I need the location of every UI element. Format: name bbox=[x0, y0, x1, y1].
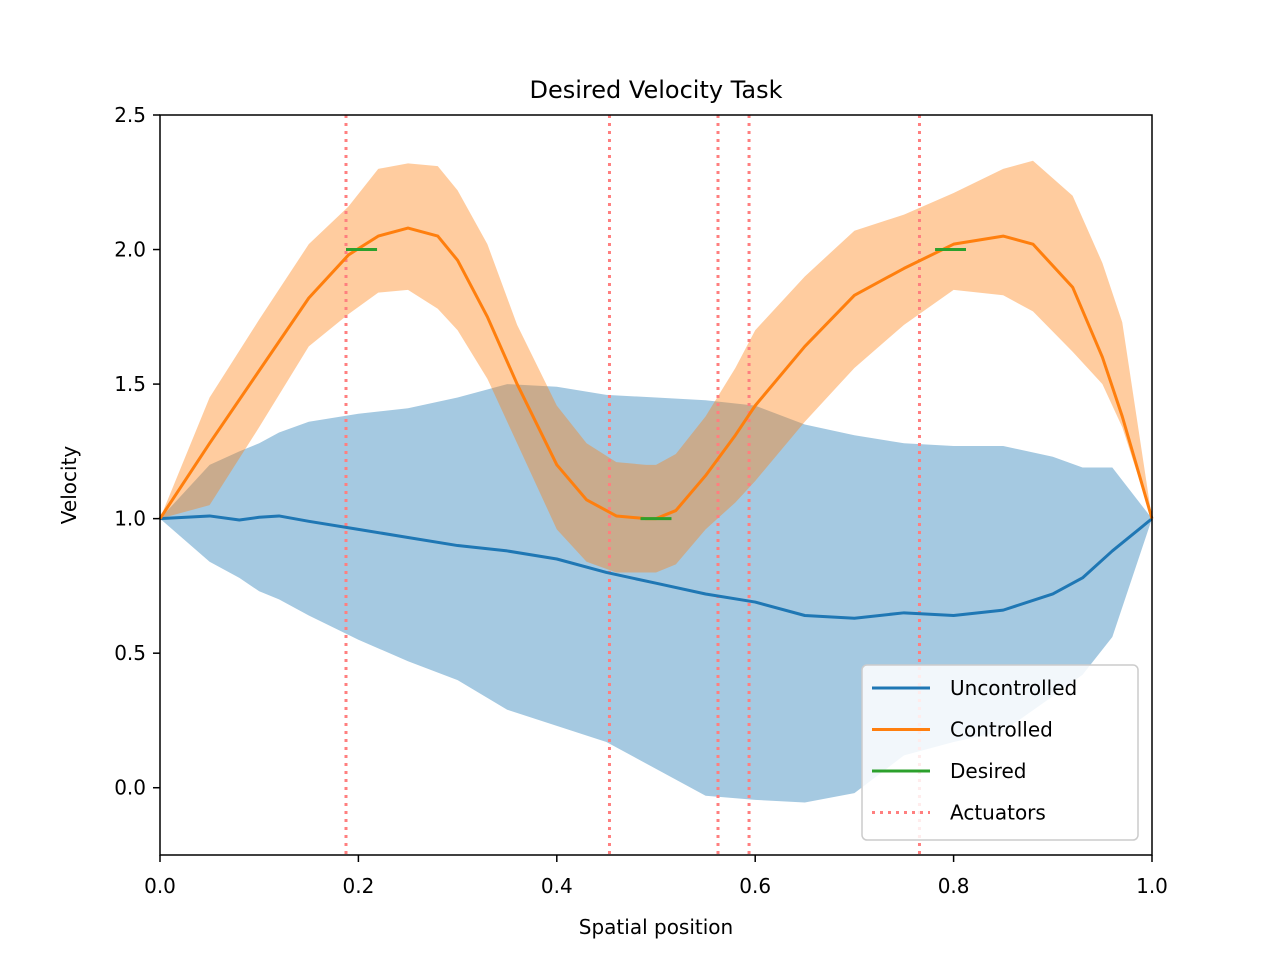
x-tick-label: 0.8 bbox=[938, 874, 970, 898]
x-tick-label: 0.2 bbox=[342, 874, 374, 898]
y-tick-label: 0.5 bbox=[114, 641, 146, 665]
legend-label-actuators: Actuators bbox=[950, 801, 1046, 825]
y-axis-label: Velocity bbox=[57, 446, 81, 525]
x-tick-label: 1.0 bbox=[1136, 874, 1168, 898]
uncontrolled-line bbox=[159, 514, 1153, 620]
plot-frame bbox=[159, 114, 1153, 856]
legend-label-uncontrolled: Uncontrolled bbox=[950, 676, 1077, 700]
y-tick-label: 2.5 bbox=[114, 103, 146, 127]
y-tick-label: 1.0 bbox=[114, 507, 146, 531]
chart-title: Desired Velocity Task bbox=[530, 76, 783, 104]
legend-label-controlled: Controlled bbox=[950, 718, 1053, 742]
x-tick-label: 0.6 bbox=[739, 874, 771, 898]
axis-ticks: 0.0 0.2 0.4 0.6 0.8 1.0 0.0 0.5 1.0 1.5 2.0 2.5 bbox=[114, 103, 1168, 898]
y-tick-label: 0.0 bbox=[114, 776, 146, 800]
controlled-band bbox=[160, 160, 1152, 573]
x-axis-label: Spatial position bbox=[579, 915, 733, 939]
x-tick-label: 0.4 bbox=[541, 874, 573, 898]
legend-box bbox=[861, 664, 1139, 841]
y-tick-label: 1.5 bbox=[114, 372, 146, 396]
legend-label-desired: Desired bbox=[950, 759, 1026, 783]
y-tick-label: 2.0 bbox=[114, 238, 146, 262]
legend: Uncontrolled Controlled Desired Actuators bbox=[861, 664, 1139, 841]
x-tick-label: 0.0 bbox=[144, 874, 176, 898]
